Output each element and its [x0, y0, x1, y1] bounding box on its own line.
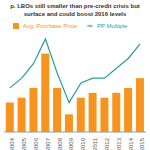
svg-text:2006: 2006 [33, 137, 39, 150]
svg-text:2009: 2009 [68, 137, 74, 150]
html-text:surface and could boost 2016 l: surface and could boost 2016 levels [23, 11, 127, 17]
html-text:PP Multiple: PP Multiple [97, 23, 128, 29]
svg-text:2007: 2007 [45, 137, 51, 150]
svg-text:2014: 2014 [128, 137, 134, 150]
svg-text:2012: 2012 [104, 137, 110, 150]
html-text:Avg. Purchase Price: Avg. Purchase Price [22, 23, 77, 29]
svg-text:2013: 2013 [116, 137, 122, 150]
svg-text:2004: 2004 [9, 137, 15, 150]
html-text:p. LBOs still smaller than pre: p. LBOs still smaller than pre-credit cr… [10, 3, 140, 9]
svg-text:2011: 2011 [92, 137, 98, 150]
svg-text:2015: 2015 [139, 137, 142, 150]
svg-text:2010: 2010 [80, 137, 86, 150]
svg-text:2008: 2008 [57, 137, 63, 150]
svg-text:2005: 2005 [21, 137, 27, 150]
